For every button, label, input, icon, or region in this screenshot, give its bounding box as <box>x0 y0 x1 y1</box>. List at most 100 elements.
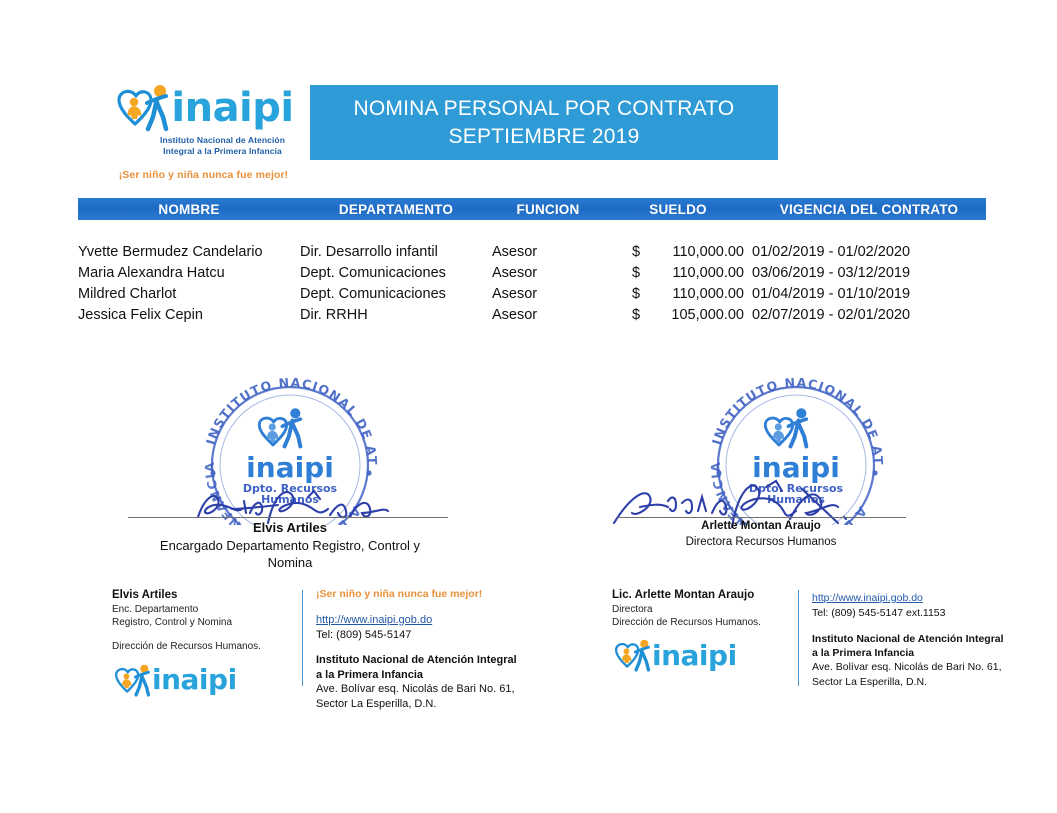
brand-subtitle-line1: Instituto Nacional de Atención <box>160 135 285 145</box>
cell-sueldo: $ 110,000.00 <box>604 283 752 304</box>
cell-nombre: Jessica Felix Cepin <box>78 306 203 323</box>
footer-card-right: Lic. Arlette Montan Araujo Directora Dir… <box>612 588 1032 708</box>
footer-address-left-line2: Sector La Esperilla, D.N. <box>316 697 437 710</box>
column-header-departamento: DEPARTAMENTO <box>300 198 492 220</box>
cell-departamento: Dept. Comunicaciones <box>300 264 446 281</box>
cell-departamento: Dir. Desarrollo infantil <box>300 243 438 260</box>
table-row: Mildred Charlot Dept. Comunicaciones Ase… <box>78 283 986 304</box>
cell-funcion: Asesor <box>492 285 538 302</box>
column-header-funcion: FUNCION <box>492 198 604 220</box>
cell-nombre: Maria Alexandra Hatcu <box>78 264 225 281</box>
footer-logo-wordmark-right: inaipi <box>652 638 737 672</box>
footer-address-left-line1: Ave. Bolívar esq. Nicolás de Bari No. 61… <box>316 683 515 696</box>
inaipi-logo-icon <box>117 85 169 132</box>
title-banner-line2: SEPTIEMBRE 2019 <box>448 124 640 148</box>
footer-person-name-right: Lic. Arlette Montan Araujo <box>612 589 755 601</box>
cell-sueldo-amount: 110,000.00 <box>672 264 745 281</box>
footer-person-dept-left: Dirección de Recursos Humanos. <box>112 641 261 653</box>
footer-person-role2-left: Registro, Control y Nomina <box>112 617 233 629</box>
footer-address-right-line1: Ave. Bolívar esq. Nicolás de Bari No. 61… <box>812 661 1002 674</box>
footer-org-right-line2: a la Primera Infancia <box>812 646 915 659</box>
cell-currency-symbol: $ <box>632 285 641 302</box>
signature-line-right <box>616 517 906 518</box>
inaipi-logo: inaipi <box>96 82 311 134</box>
brand-subtitle: Instituto Nacional de Atención Integral … <box>96 135 311 156</box>
title-banner-line1: NOMINA PERSONAL POR CONTRATO <box>353 96 735 120</box>
document-header: inaipi Instituto Nacional de Atención In… <box>0 0 1057 195</box>
cell-funcion: Asesor <box>492 306 538 323</box>
footer-signature-cards: Elvis Artiles Enc. Departamento Registro… <box>0 588 1057 718</box>
handwritten-signature-right <box>606 479 886 537</box>
signature-caption-right: Arlette Montan Araujo Directora Recursos… <box>616 519 906 550</box>
svg-text:Dpto. Recursos: Dpto. Recursos <box>748 482 843 495</box>
stamp-seal-icon: INSTITUTO NACIONAL DE ATENCION INTEGRAL … <box>183 365 378 525</box>
footer-person-name-left: Elvis Artiles <box>112 589 178 601</box>
footer-website-link-left[interactable]: http://www.inaipi.gob.do <box>316 613 433 626</box>
footer-card-right-contact: http://www.inaipi.gob.do Tel: (809) 545-… <box>812 588 1042 689</box>
title-banner: NOMINA PERSONAL POR CONTRATO SEPTIEMBRE … <box>310 85 778 160</box>
signature-name-left: Elvis Artiles <box>253 520 327 535</box>
footer-person-role1-left: Enc. Departamento <box>112 603 199 615</box>
table-row: Jessica Felix Cepin Dir. RRHH Asesor $ 1… <box>78 304 986 325</box>
signature-block-left: INSTITUTO NACIONAL DE ATENCION INTEGRAL … <box>110 365 470 570</box>
payroll-table: NOMBRE DEPARTAMENTO FUNCION SUELDO VIGEN… <box>78 198 986 325</box>
footer-logo-wordmark-left: inaipi <box>152 663 237 696</box>
cell-sueldo-amount: 110,000.00 <box>672 285 745 302</box>
footer-telephone-right: Tel: (809) 545-5147 ext.1153 <box>812 607 946 619</box>
cell-vigencia: 01/04/2019 - 01/10/2019 <box>752 285 911 302</box>
footer-card-divider-left <box>302 590 303 686</box>
cell-vigencia: 02/07/2019 - 02/01/2020 <box>752 306 911 323</box>
footer-card-divider-right <box>798 590 799 686</box>
cell-sueldo-amount: 110,000.00 <box>672 243 745 260</box>
footer-org-right: Instituto Nacional de Atención Integral … <box>812 633 1042 660</box>
cell-departamento: Dir. RRHH <box>300 306 368 323</box>
cell-departamento: Dept. Comunicaciones <box>300 285 446 302</box>
footer-org-left: Instituto Nacional de Atención Integral … <box>316 653 546 682</box>
footer-slogan-left: ¡Ser niño y niña nunca fue mejor! <box>316 588 483 600</box>
footer-logo-right: inaipi <box>612 638 792 673</box>
footer-card-right-person: Lic. Arlette Montan Araujo Directora Dir… <box>612 588 792 673</box>
cell-vigencia: 03/06/2019 - 03/12/2019 <box>752 264 911 281</box>
cell-nombre: Yvette Bermudez Candelario <box>78 243 263 260</box>
table-row: Maria Alexandra Hatcu Dept. Comunicacion… <box>78 262 986 283</box>
footer-card-left: Elvis Artiles Enc. Departamento Registro… <box>112 588 532 710</box>
stamp-wordmark: inaipi <box>752 451 840 484</box>
cell-vigencia: 01/02/2019 - 01/02/2020 <box>752 243 911 260</box>
handwritten-signature-left <box>188 483 418 537</box>
inaipi-logo-wordmark: inaipi <box>171 85 294 131</box>
payroll-table-container: NOMBRE DEPARTAMENTO FUNCION SUELDO VIGEN… <box>78 198 986 325</box>
brand-subtitle-line2: Integral a la Primera Infancia <box>163 145 282 156</box>
signature-role-left-line2: Nomina <box>267 555 313 571</box>
footer-address-left: Ave. Bolívar esq. Nicolás de Bari No. 61… <box>316 682 546 712</box>
column-header-vigencia: VIGENCIA DEL CONTRATO <box>752 198 986 220</box>
brand-block: inaipi Instituto Nacional de Atención In… <box>96 82 311 181</box>
cell-currency-symbol: $ <box>632 306 641 323</box>
footer-org-left-line1: Instituto Nacional de Atención Integral <box>316 654 517 667</box>
footer-card-left-contact: ¡Ser niño y niña nunca fue mejor! http:/… <box>316 588 546 712</box>
stamp-seal-icon: INSTITUTO NACIONAL DE ATENCION INTEGRAL … <box>689 365 884 525</box>
column-header-nombre: NOMBRE <box>78 198 300 220</box>
footer-org-left-line2: a la Primera Infancia <box>316 668 423 681</box>
cell-currency-symbol: $ <box>632 264 641 281</box>
column-header-sueldo: SUELDO <box>604 198 752 220</box>
footer-address-right: Ave. Bolívar esq. Nicolás de Bari No. 61… <box>812 660 1042 688</box>
signature-caption-left: Elvis Artiles Encargado Departamento Reg… <box>110 519 470 572</box>
footer-website-link-right[interactable]: http://www.inaipi.gob.do <box>812 592 923 604</box>
cell-sueldo: $ 105,000.00 <box>604 304 752 325</box>
payroll-table-head: NOMBRE DEPARTAMENTO FUNCION SUELDO VIGEN… <box>78 198 986 220</box>
cell-sueldo: $ 110,000.00 <box>604 241 752 262</box>
official-stamp-left: INSTITUTO NACIONAL DE ATENCION INTEGRAL … <box>183 365 398 525</box>
cell-sueldo: $ 110,000.00 <box>604 262 752 283</box>
cell-currency-symbol: $ <box>632 243 641 260</box>
cell-nombre: Mildred Charlot <box>78 285 177 302</box>
footer-address-right-line2: Sector La Esperilla, D.N. <box>812 675 927 688</box>
signature-role-left-line1: Encargado Departamento Registro, Control… <box>159 537 421 553</box>
table-header-row: NOMBRE DEPARTAMENTO FUNCION SUELDO VIGEN… <box>78 198 986 220</box>
cell-sueldo-amount: 105,000.00 <box>671 306 744 323</box>
footer-person-role1-right: Directora <box>612 603 653 615</box>
brand-slogan: ¡Ser niño y niña nunca fue mejor! <box>118 169 289 182</box>
cell-funcion: Asesor <box>492 264 538 281</box>
signature-name-right: Arlette Montan Araujo <box>701 520 821 532</box>
signature-block-right: INSTITUTO NACIONAL DE ATENCION INTEGRAL … <box>612 365 976 548</box>
signature-role-right-line1: Directora Recursos Humanos <box>685 535 837 548</box>
